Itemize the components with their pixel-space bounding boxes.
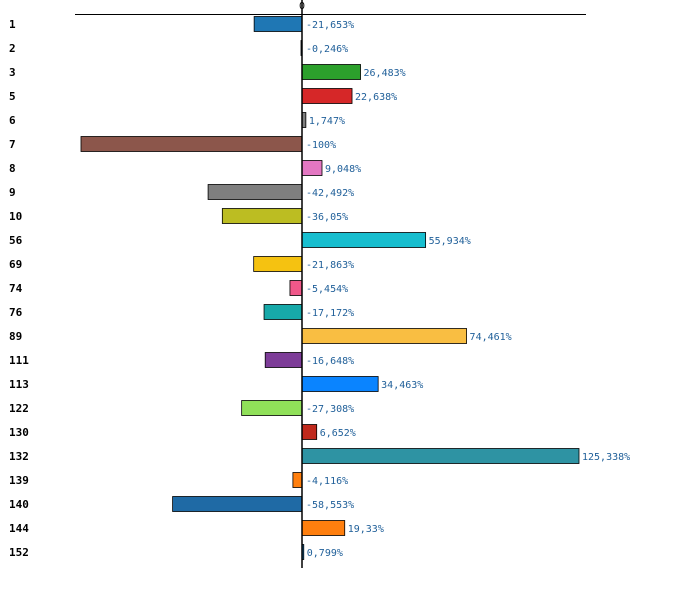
value-label: -42,492% bbox=[306, 188, 354, 199]
category-label: 89 bbox=[9, 330, 22, 343]
category-label: 69 bbox=[9, 258, 22, 271]
bars-group: 1 -21,653% 2 -0,246% 3 26,483% 5 22,638% 6 1,747%… bbox=[9, 16, 630, 560]
category-label: 111 bbox=[9, 354, 29, 367]
value-label: -17,172% bbox=[306, 308, 354, 319]
value-label: 22,638% bbox=[355, 92, 397, 103]
bar bbox=[241, 400, 303, 416]
value-label: -5,454% bbox=[306, 284, 348, 295]
value-label: 1,747% bbox=[309, 116, 345, 127]
value-label: 34,463% bbox=[381, 380, 423, 391]
bar bbox=[292, 472, 303, 488]
bar bbox=[221, 208, 303, 224]
category-label: 5 bbox=[9, 90, 16, 103]
value-label: 19,33% bbox=[348, 524, 384, 535]
category-label: 56 bbox=[9, 234, 23, 247]
category-label: 3 bbox=[9, 66, 16, 79]
category-label: 144 bbox=[9, 522, 29, 535]
bar bbox=[289, 280, 303, 296]
bar bbox=[301, 232, 427, 248]
category-label: 132 bbox=[9, 450, 29, 463]
bar bbox=[263, 304, 303, 320]
category-label: 7 bbox=[9, 138, 16, 151]
category-label: 8 bbox=[9, 162, 16, 175]
value-label: -100% bbox=[306, 140, 336, 151]
category-label: 113 bbox=[9, 378, 29, 391]
category-label: 152 bbox=[9, 546, 29, 559]
value-label: -21,653% bbox=[306, 20, 354, 31]
value-label: -4,116% bbox=[306, 476, 348, 487]
category-label: 1 bbox=[9, 18, 16, 31]
category-label: 130 bbox=[9, 426, 29, 439]
value-label: 6,652% bbox=[320, 428, 356, 439]
category-label: 140 bbox=[9, 498, 29, 511]
value-label: 74,461% bbox=[470, 332, 512, 343]
bar bbox=[253, 16, 303, 32]
value-label: 9,048% bbox=[325, 164, 361, 175]
category-label: 139 bbox=[9, 474, 29, 487]
bar bbox=[80, 136, 303, 152]
bar bbox=[301, 160, 323, 176]
bar bbox=[172, 496, 303, 512]
value-label: 26,483% bbox=[364, 68, 406, 79]
value-label: -58,553% bbox=[306, 500, 354, 511]
value-label: -16,648% bbox=[306, 356, 354, 367]
value-label: -27,308% bbox=[306, 404, 354, 415]
bar bbox=[301, 520, 346, 536]
bar bbox=[301, 328, 467, 344]
bar bbox=[301, 88, 353, 104]
bar bbox=[301, 376, 379, 392]
bar bbox=[301, 448, 580, 464]
bar bbox=[253, 256, 303, 272]
bar bbox=[301, 64, 361, 80]
value-label: -0,246% bbox=[306, 44, 348, 55]
value-label: -36,05% bbox=[306, 212, 348, 223]
bar bbox=[264, 352, 303, 368]
value-label: 55,934% bbox=[429, 236, 471, 247]
bar bbox=[301, 424, 318, 440]
category-label: 10 bbox=[9, 210, 22, 223]
category-label: 9 bbox=[9, 186, 16, 199]
value-label: -21,863% bbox=[306, 260, 354, 271]
category-label: 2 bbox=[9, 42, 16, 55]
bar bbox=[207, 184, 303, 200]
value-label: 0,799% bbox=[307, 548, 343, 559]
category-label: 74 bbox=[9, 282, 23, 295]
category-label: 76 bbox=[9, 306, 23, 319]
category-label: 6 bbox=[9, 114, 16, 127]
category-label: 122 bbox=[9, 402, 29, 415]
value-label: 125,338% bbox=[582, 452, 630, 463]
